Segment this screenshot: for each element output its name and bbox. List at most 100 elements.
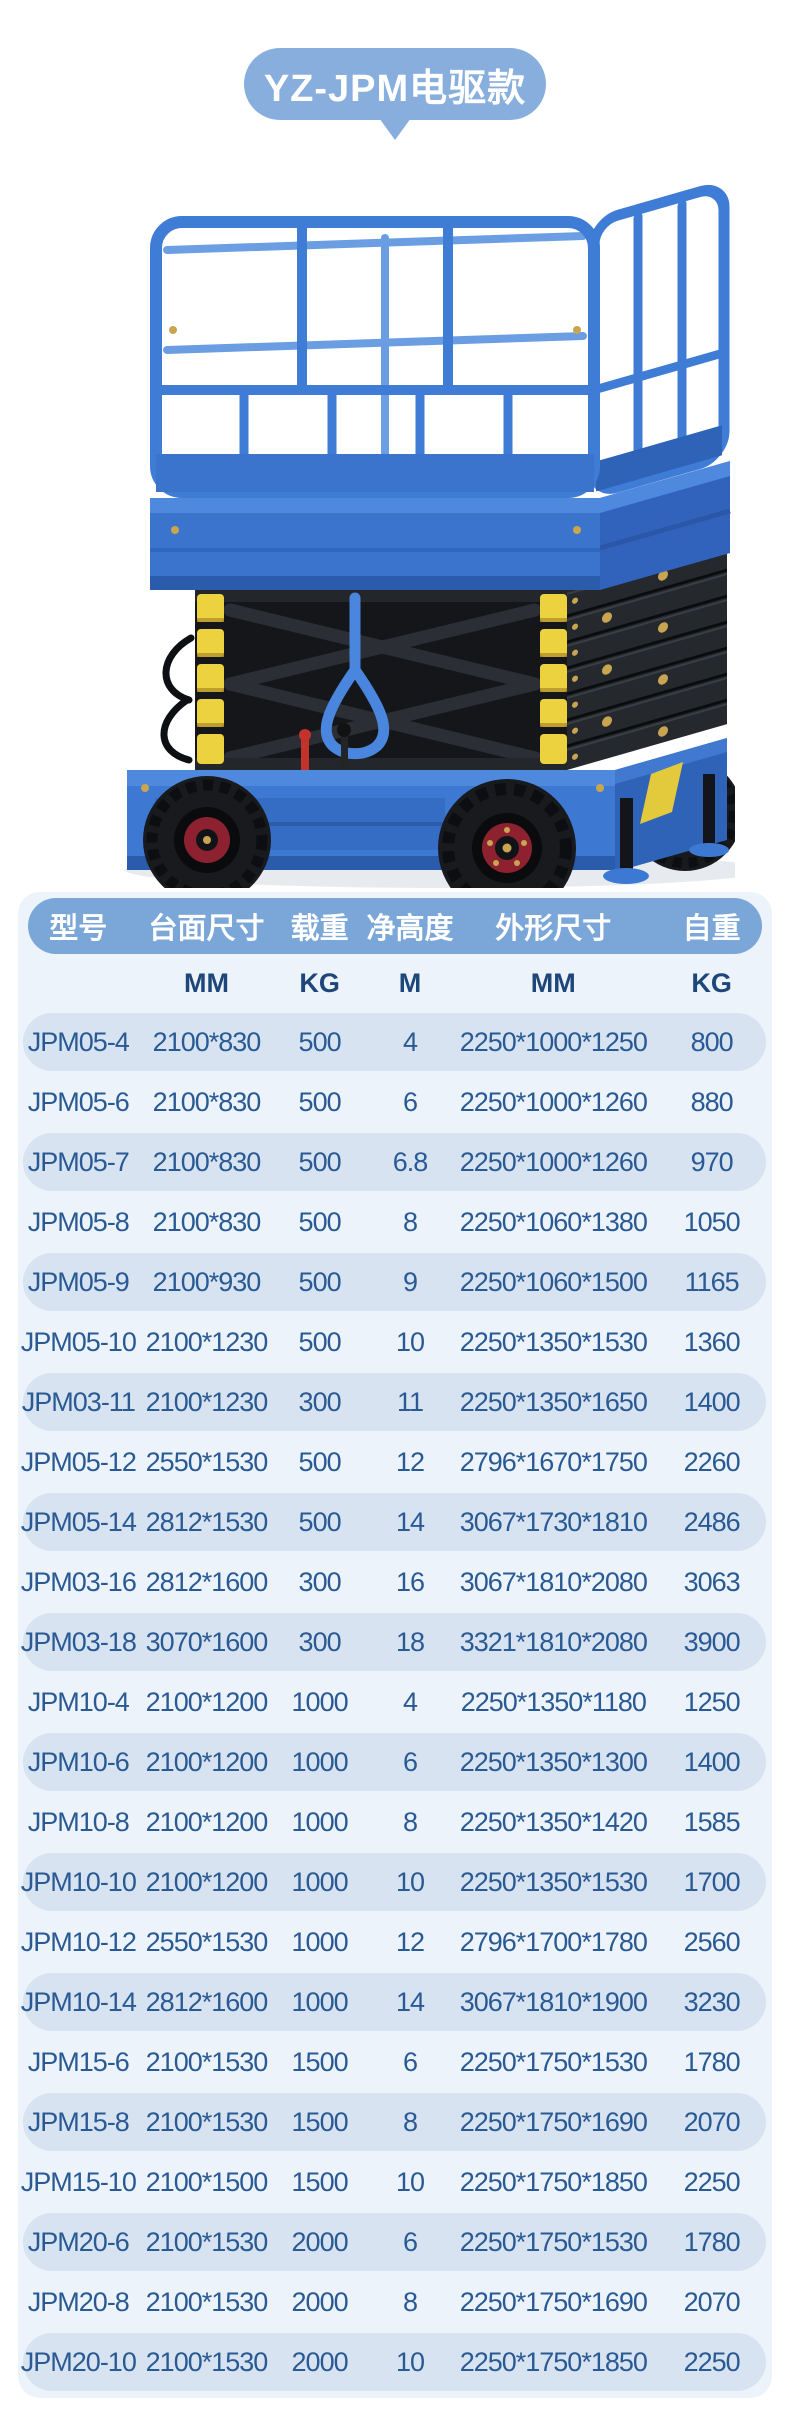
wheel-front-left <box>143 776 271 904</box>
cell-platform-size: 2812*1530 <box>145 1506 269 1537</box>
cell-self-weight: 1165 <box>684 1266 740 1297</box>
cell-net-height: 10 <box>396 2166 425 2197</box>
cell-load: 500 <box>298 1206 342 1237</box>
cell-self-weight: 2070 <box>683 2106 741 2137</box>
product-photo-scissor-lift <box>55 98 765 917</box>
cell-net-height: 8 <box>403 2106 418 2137</box>
table-row: JPM10-4 2100*1200 1000 4 2250*1350*1180 1250 <box>18 1672 772 1732</box>
cell-platform-size: 2100*1530 <box>145 2346 269 2377</box>
cell-self-weight: 2560 <box>683 1926 741 1957</box>
cell-overall-size: 2250*1060*1500 <box>459 1266 648 1297</box>
cell-model: JPM10-6 <box>27 1746 130 1777</box>
cell-net-height: 8 <box>403 2286 418 2317</box>
header-cell-platform-size: 台面尺寸 <box>148 913 265 945</box>
cell-self-weight: 1700 <box>683 1866 741 1897</box>
cell-self-weight: 1780 <box>683 2046 741 2077</box>
cell-model: JPM05-9 <box>27 1266 130 1297</box>
cell-platform-size: 2100*1530 <box>145 2286 269 2317</box>
cell-model: JPM05-6 <box>27 1086 130 1117</box>
cell-model: JPM15-6 <box>27 2046 130 2077</box>
cell-platform-size: 2100*1530 <box>145 2106 269 2137</box>
cell-load: 300 <box>298 1626 342 1657</box>
cell-net-height: 16 <box>396 1566 425 1597</box>
spec-table-header: 型号 台面尺寸 载重 净高度 外形尺寸 自重 <box>18 898 772 954</box>
header-cell-overall-size: 外形尺寸 <box>495 913 612 945</box>
cell-model: JPM10-14 <box>20 1986 137 2017</box>
cell-load: 1000 <box>291 1806 349 1837</box>
cell-platform-size: 2100*930 <box>152 1266 262 1297</box>
cell-overall-size: 2796*1700*1780 <box>459 1926 648 1957</box>
table-row: JPM10-14 2812*1600 1000 14 3067*1810*1900 323… <box>18 1972 772 2032</box>
cell-platform-size: 2100*1230 <box>145 1386 269 1417</box>
cell-platform-size: 2100*1200 <box>145 1686 269 1717</box>
cell-net-height: 6.8 <box>392 1146 429 1177</box>
cell-platform-size: 2100*1230 <box>145 1326 269 1357</box>
table-row: JPM20-10 2100*1530 2000 10 2250*1750*1850 225… <box>18 2332 772 2392</box>
cell-net-height: 6 <box>403 2226 418 2257</box>
cell-model: JPM10-8 <box>27 1806 130 1837</box>
cell-load: 500 <box>298 1326 342 1357</box>
cell-overall-size: 2250*1000*1250 <box>459 1026 648 1057</box>
cell-self-weight: 1400 <box>683 1386 741 1417</box>
cell-load: 300 <box>298 1566 342 1597</box>
cell-net-height: 14 <box>396 1506 425 1537</box>
unit-cell-overall-size: MM <box>530 967 576 998</box>
cell-load: 1500 <box>291 2106 349 2137</box>
guard-rail-cage <box>150 184 730 498</box>
cell-overall-size: 2250*1350*1530 <box>459 1326 648 1357</box>
cell-self-weight: 1780 <box>683 2226 741 2257</box>
cell-net-height: 10 <box>396 1326 425 1357</box>
cell-platform-size: 2550*1530 <box>145 1926 269 1957</box>
cell-net-height: 4 <box>403 1686 418 1717</box>
cell-overall-size: 2250*1000*1260 <box>459 1146 648 1177</box>
cell-model: JPM05-7 <box>27 1146 130 1177</box>
cell-model: JPM10-12 <box>20 1926 137 1957</box>
header-cell-self-weight: 自重 <box>682 913 741 945</box>
cell-net-height: 12 <box>396 1446 425 1477</box>
cell-overall-size: 3321*1810*2080 <box>459 1626 648 1657</box>
cell-load: 1000 <box>291 1746 349 1777</box>
table-row: JPM05-8 2100*830 500 8 2250*1060*1380 1050 <box>18 1192 772 1252</box>
cell-self-weight: 3063 <box>683 1566 741 1597</box>
header-cell-load: 载重 <box>290 913 349 945</box>
cell-load: 500 <box>298 1266 342 1297</box>
hazard-sticker <box>640 762 683 824</box>
cell-net-height: 18 <box>396 1626 425 1657</box>
cell-platform-size: 2100*1200 <box>145 1866 269 1897</box>
cell-self-weight: 2486 <box>683 1506 741 1537</box>
cell-overall-size: 2250*1750*1690 <box>459 2106 648 2137</box>
cell-net-height: 9 <box>403 1266 418 1297</box>
table-row: JPM15-10 2100*1500 1500 10 2250*1750*1850 225… <box>18 2152 772 2212</box>
table-row: JPM05-9 2100*930 500 9 2250*1060*1500 1165 <box>18 1252 772 1312</box>
cell-platform-size: 3070*1600 <box>145 1626 269 1657</box>
cell-net-height: 6 <box>403 1086 418 1117</box>
cell-platform-size: 2100*830 <box>152 1086 262 1117</box>
cell-model: JPM20-6 <box>27 2226 130 2257</box>
cell-platform-size: 2100*1500 <box>145 2166 269 2197</box>
cell-load: 500 <box>298 1446 342 1477</box>
cell-platform-size: 2100*1200 <box>145 1746 269 1777</box>
cell-platform-size: 2100*1200 <box>145 1806 269 1837</box>
table-row: JPM03-16 2812*1600 300 16 3067*1810*2080 3063 <box>18 1552 772 1612</box>
cell-overall-size: 2250*1350*1650 <box>459 1386 648 1417</box>
pull-handle <box>320 592 390 760</box>
cell-net-height: 6 <box>403 2046 418 2077</box>
cell-overall-size: 2250*1350*1420 <box>459 1806 648 1837</box>
cell-net-height: 6 <box>403 1746 418 1777</box>
cell-model: JPM05-8 <box>27 1206 130 1237</box>
cell-load: 1000 <box>291 1986 349 2017</box>
cell-self-weight: 800 <box>690 1026 734 1057</box>
cell-load: 2000 <box>291 2286 349 2317</box>
cell-net-height: 11 <box>397 1386 424 1417</box>
cell-model: JPM03-18 <box>20 1626 137 1657</box>
table-row: JPM05-10 2100*1230 500 10 2250*1350*1530 1360 <box>18 1312 772 1372</box>
table-row: JPM15-8 2100*1530 1500 8 2250*1750*1690 2070 <box>18 2092 772 2152</box>
header-cell-net-height: 净高度 <box>366 913 454 945</box>
cell-load: 500 <box>298 1026 342 1057</box>
cell-overall-size: 2250*1750*1530 <box>459 2046 648 2077</box>
table-rows: JPM05-4 2100*830 500 4 2250*1000*1250 800 JPM0… <box>18 1012 772 2392</box>
cell-net-height: 12 <box>396 1926 425 1957</box>
cell-overall-size: 2250*1350*1180 <box>460 1686 647 1717</box>
scissor-lift-illustration <box>125 184 765 917</box>
cell-overall-size: 2250*1750*1850 <box>459 2166 648 2197</box>
